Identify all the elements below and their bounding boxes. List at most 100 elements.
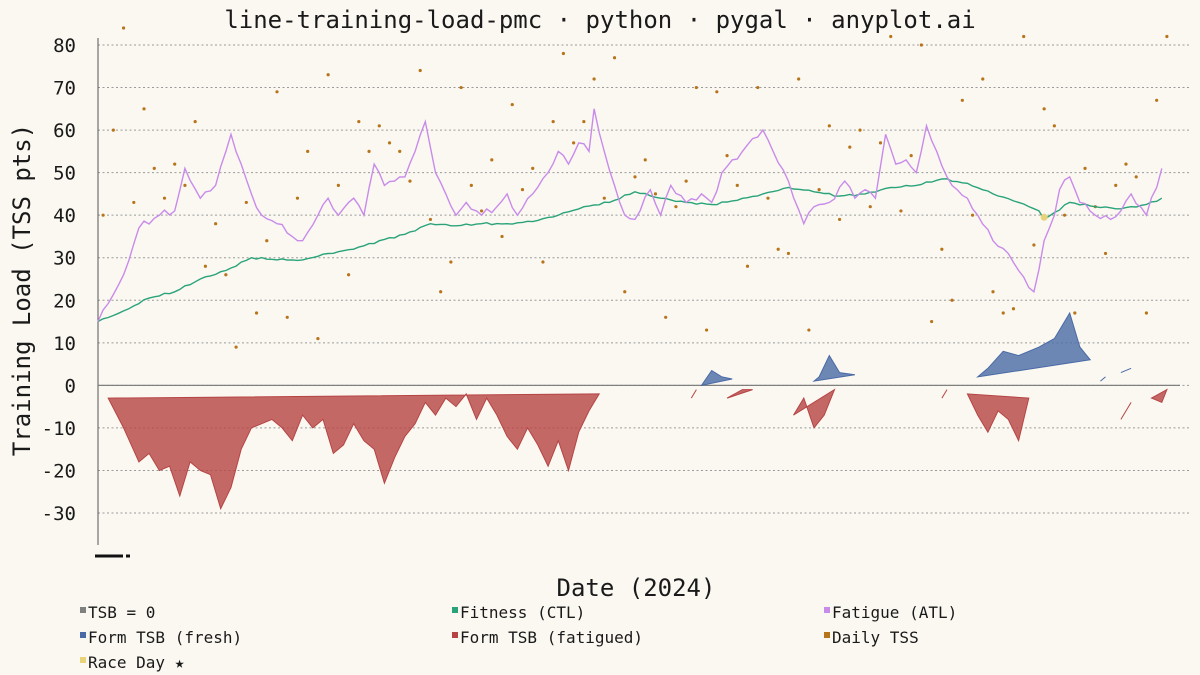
tss-point — [889, 34, 893, 39]
tss-point — [725, 154, 729, 158]
tss-point — [520, 188, 525, 192]
tss-point — [1001, 311, 1005, 315]
tss-point — [970, 213, 975, 217]
y-tick-label: 30 — [53, 248, 76, 270]
tss-point — [121, 26, 126, 30]
tss-point — [572, 141, 576, 145]
tss-point — [1144, 311, 1149, 315]
grid-layer — [98, 44, 1190, 514]
legend-label: Daily TSS — [832, 628, 919, 647]
y-tick-label: 10 — [53, 333, 76, 355]
tss-point — [776, 247, 780, 251]
tss-point — [858, 128, 862, 132]
tss-point — [807, 328, 811, 332]
legend-swatch — [80, 632, 86, 638]
tss-point — [848, 145, 852, 149]
tss-point — [653, 192, 658, 196]
tss-point — [561, 51, 566, 56]
chart-title: line-training-load-pmc · python · pygal … — [224, 6, 975, 34]
tss-point — [1083, 166, 1087, 170]
tss-point — [643, 158, 647, 162]
legend-label: Form TSB (fatigued) — [460, 628, 643, 647]
tss-point — [469, 183, 473, 187]
tss-point — [1165, 34, 1169, 39]
tss-point — [1124, 162, 1128, 166]
tss-point — [531, 166, 535, 170]
legend-swatch — [452, 607, 458, 613]
tss-point — [439, 290, 443, 294]
tss-point — [868, 205, 872, 209]
tss-point — [173, 162, 177, 166]
tss-point — [786, 251, 791, 256]
tss-point — [254, 311, 259, 315]
tss-point — [1052, 124, 1056, 128]
tsb-fresh-area — [812, 354, 855, 382]
tss-point — [183, 183, 187, 187]
tss-point — [132, 200, 136, 205]
tss-point — [766, 196, 770, 200]
tss-point — [715, 90, 719, 94]
y-tick-label: 70 — [53, 78, 76, 100]
tss-point — [756, 85, 760, 90]
tss-point — [275, 90, 279, 94]
tss-point — [203, 264, 207, 268]
tsb-fresh-area — [976, 311, 1092, 378]
tss-point — [142, 107, 146, 111]
race-day-markers — [1040, 213, 1048, 221]
tsb-fresh-area — [700, 369, 733, 387]
tss-point — [234, 345, 238, 349]
tsb-fatigued-area — [941, 389, 948, 399]
legend-label: Fatigue (ATL) — [832, 603, 957, 622]
tss-point — [960, 98, 964, 102]
tsb-fatigued-area — [1120, 402, 1132, 420]
tsb-fresh-area — [1120, 367, 1132, 374]
legend-label: Fitness (CTL) — [460, 603, 585, 622]
tss-point — [623, 290, 627, 294]
tsb-fresh-area — [1100, 376, 1106, 382]
tss-point — [919, 43, 924, 47]
y-axis-ticks: -30 -20 -10 0 10 20 30 40 50 60 70 80 — [42, 35, 76, 525]
tss-point — [1011, 307, 1016, 311]
tss-point — [479, 209, 484, 213]
tss-point — [193, 119, 197, 124]
tss-point — [111, 128, 115, 132]
tss-point — [551, 119, 555, 124]
y-tick-label: -30 — [42, 503, 76, 525]
tss-point — [705, 328, 709, 332]
y-tick-label: 20 — [53, 290, 76, 312]
tss-point — [664, 315, 668, 319]
tss-point — [449, 260, 453, 264]
tss-point — [582, 119, 586, 124]
atl-series-line — [97, 108, 1163, 322]
tss-point — [930, 319, 934, 324]
tss-point — [797, 77, 801, 81]
tss-point — [500, 234, 504, 239]
tss-point — [316, 336, 320, 341]
tss-point — [357, 119, 361, 124]
tss-point — [1114, 183, 1118, 187]
tss-point — [817, 188, 821, 192]
tss-point — [612, 56, 617, 60]
legend-swatch — [80, 607, 86, 613]
tss-point — [347, 273, 351, 277]
tss-point — [1134, 175, 1138, 179]
tss-point — [306, 149, 310, 153]
tss-point — [1042, 107, 1046, 111]
tss-point — [694, 85, 698, 90]
y-tick-label: 60 — [53, 120, 76, 142]
x-axis-title: Date (2024) — [557, 574, 716, 602]
y-tick-label: -20 — [42, 460, 76, 482]
tsb-fatigued-area — [966, 393, 1030, 443]
tss-point — [1032, 243, 1036, 247]
tss-point — [490, 158, 494, 162]
y-tick-label: 50 — [53, 163, 76, 185]
tss-point — [878, 141, 883, 145]
tss-point — [336, 183, 340, 187]
y-tick-label: 80 — [53, 35, 76, 57]
tss-point — [377, 124, 381, 128]
tss-point — [510, 102, 514, 107]
tss-point — [459, 85, 463, 90]
y-tick-label: -10 — [42, 418, 76, 440]
tss-point — [602, 196, 606, 200]
